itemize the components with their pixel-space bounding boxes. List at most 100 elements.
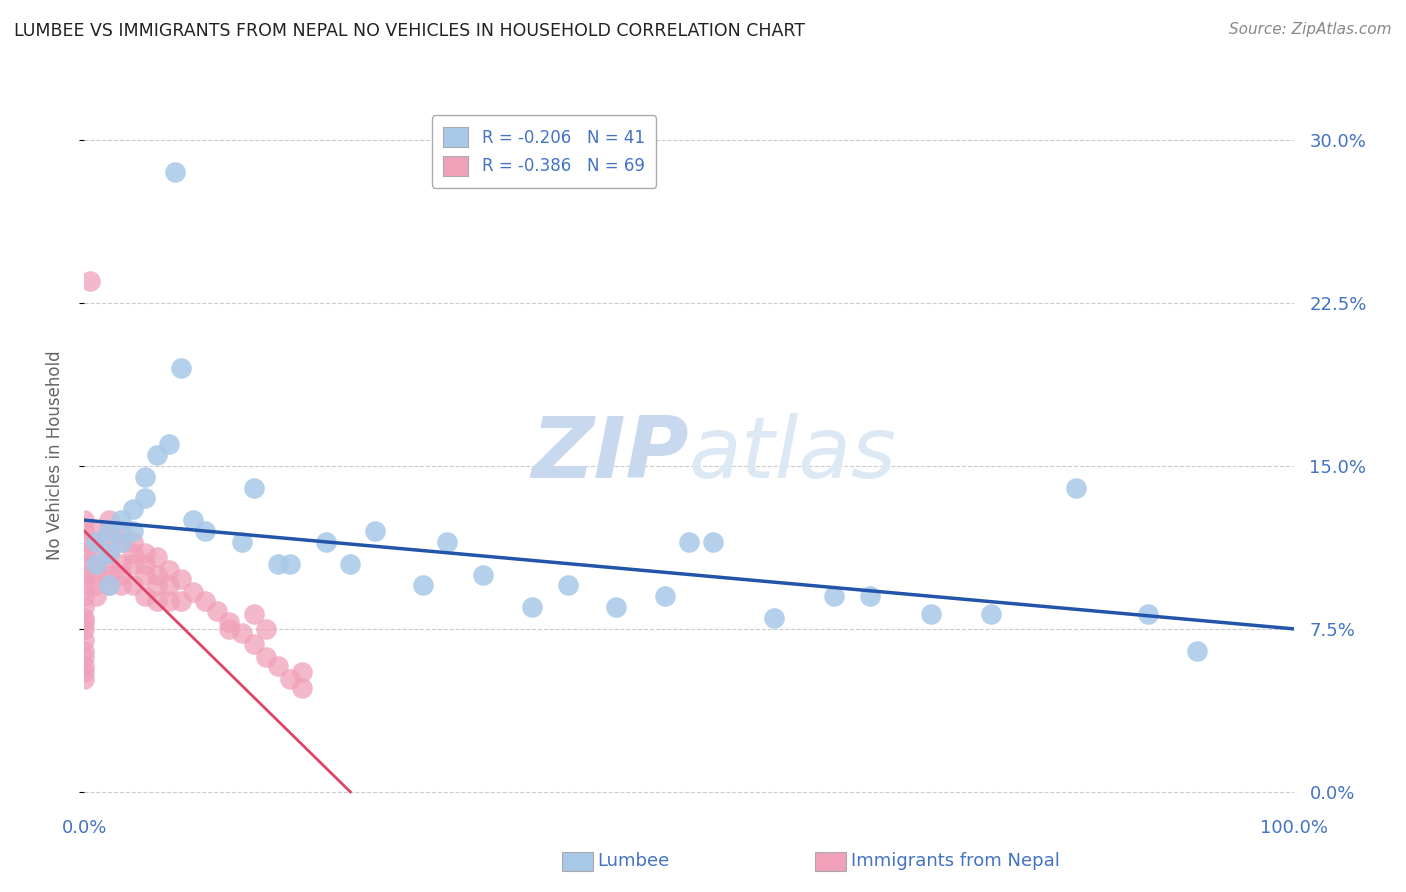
Point [86,578,108,592]
Point [605,600,627,615]
Point [218,615,240,630]
Point [73,611,96,625]
Point [86,567,108,582]
Point [1185,643,1208,657]
Point [218,622,240,636]
Point [73,567,96,582]
Point [278,557,301,571]
Point [97,546,120,560]
Point [254,650,277,665]
Point [157,563,180,577]
Point [242,607,264,621]
Text: LUMBEE VS IMMIGRANTS FROM NEPAL NO VEHICLES IN HOUSEHOLD CORRELATION CHART: LUMBEE VS IMMIGRANTS FROM NEPAL NO VEHIC… [14,22,806,40]
Point [194,524,217,538]
Point [146,448,169,462]
Point [110,534,132,549]
Point [73,534,96,549]
Point [121,534,143,549]
Point [134,491,156,506]
Point [97,578,120,592]
Point [86,557,108,571]
Point [73,513,96,527]
Point [170,572,193,586]
Point [207,605,229,619]
Point [412,578,434,592]
Point [86,534,108,549]
Y-axis label: No Vehicles in Household: No Vehicles in Household [45,350,63,560]
Point [86,589,108,603]
Point [291,665,314,680]
Point [363,524,385,538]
Point [678,534,700,549]
Point [436,534,458,549]
Point [278,672,301,686]
Point [339,557,361,571]
Point [134,546,156,560]
Point [157,593,180,607]
Point [73,622,96,636]
Point [146,567,169,582]
Point [170,361,193,376]
Point [73,672,96,686]
Point [110,524,132,538]
Point [134,567,156,582]
Point [110,557,132,571]
Point [181,585,204,599]
Point [121,557,143,571]
Point [181,513,204,527]
Point [134,557,156,571]
Point [86,546,108,560]
Point [702,534,724,549]
Point [557,578,579,592]
Point [97,567,120,582]
Text: Lumbee: Lumbee [598,852,669,870]
Text: atlas: atlas [689,413,897,497]
Point [97,524,120,538]
Point [86,524,108,538]
Point [291,681,314,695]
Point [823,589,845,603]
Point [1064,481,1087,495]
Point [165,165,187,179]
Point [134,469,156,483]
Point [110,567,132,582]
Point [97,524,120,538]
Point [73,658,96,673]
Point [97,557,120,571]
Point [157,578,180,592]
Point [157,437,180,451]
Point [146,578,169,592]
Point [97,513,120,527]
Point [231,534,253,549]
Point [97,534,120,549]
Point [73,578,96,592]
Point [97,578,120,592]
Point [86,557,108,571]
Point [73,589,96,603]
Point [79,274,101,288]
Point [242,637,264,651]
Point [980,607,1002,621]
Point [121,546,143,560]
Point [920,607,942,621]
Point [73,546,96,560]
Point [73,650,96,665]
Point [654,589,676,603]
Point [110,578,132,592]
Point [73,643,96,657]
Point [520,600,543,615]
Point [170,593,193,607]
Point [110,513,132,527]
Point [134,589,156,603]
Text: Immigrants from Nepal: Immigrants from Nepal [851,852,1060,870]
Point [86,534,108,549]
Point [1137,607,1160,621]
Point [73,524,96,538]
Point [146,550,169,565]
Legend: R = -0.206   N = 41, R = -0.386   N = 69: R = -0.206 N = 41, R = -0.386 N = 69 [432,115,657,187]
Point [762,611,785,625]
Point [73,557,96,571]
Point [315,534,337,549]
Point [242,481,264,495]
Text: ZIP: ZIP [531,413,689,497]
